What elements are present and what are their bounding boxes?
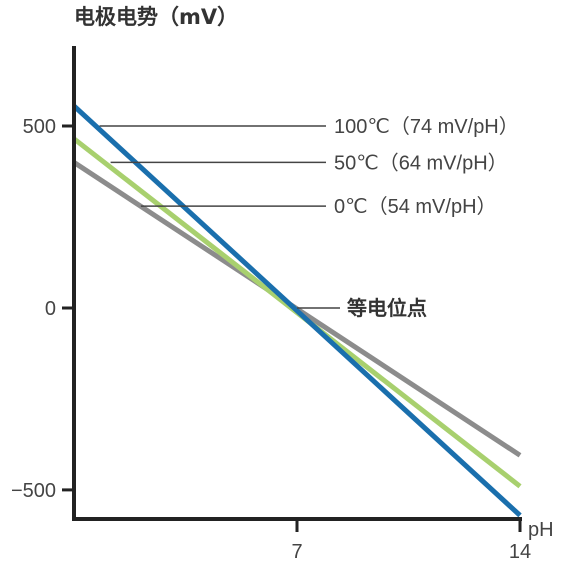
- x-axis-title: pH: [528, 519, 554, 541]
- annotation-label-0: 100℃（74 mV/pH）: [334, 115, 519, 138]
- series-layer: [72, 104, 522, 518]
- y-tick-label-0: 500: [23, 116, 56, 138]
- series-line-2: [72, 104, 522, 518]
- x-tick-label-0: 7: [291, 541, 302, 563]
- y-tick-label-2: −500: [11, 480, 56, 502]
- annotation-label-2: 0℃（54 mV/pH）: [334, 195, 497, 218]
- isopotential-label: 等电位点: [347, 296, 427, 320]
- y-axis-title: 电极电势（mV）: [74, 5, 238, 29]
- annotation-layer: 100℃（74 mV/pH） 50℃（64 mV/pH） 0℃（54 mV/pH） 等…: [99, 115, 519, 320]
- y-tick-label-1: 0: [45, 298, 56, 320]
- x-tick-label-1: 14: [509, 541, 531, 563]
- annotation-label-1: 50℃（64 mV/pH）: [334, 151, 508, 174]
- tick-layer: 500 0 −500 7 14: [11, 116, 531, 563]
